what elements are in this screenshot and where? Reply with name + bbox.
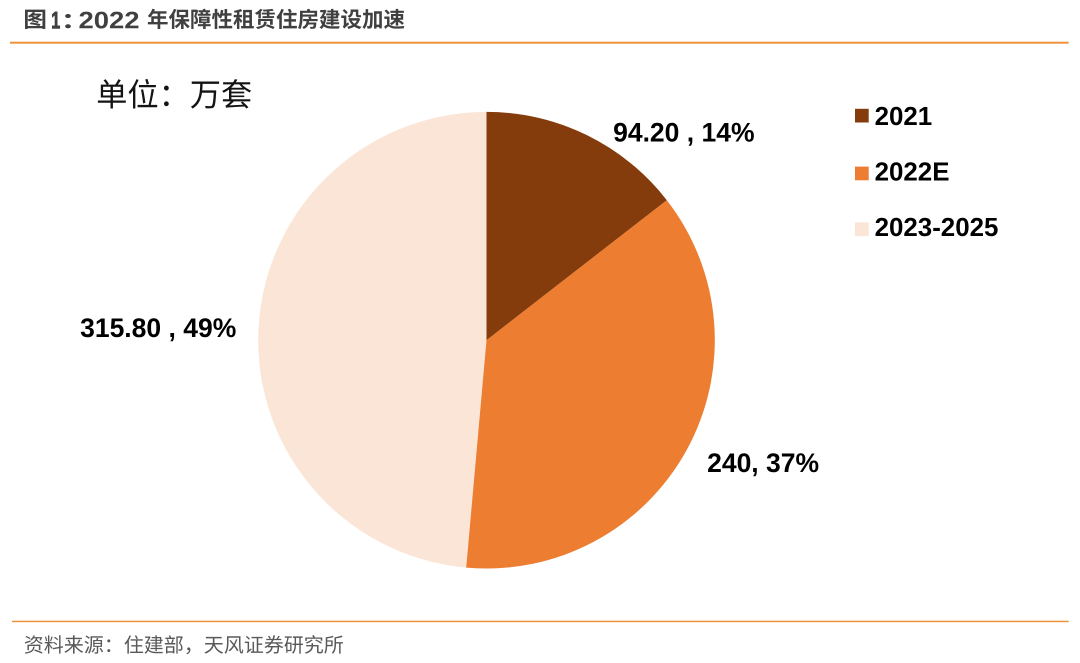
svg-text:94.20 , 14%: 94.20 , 14%: [613, 118, 754, 148]
svg-text:2023-2025: 2023-2025: [875, 214, 999, 242]
svg-text:240, 37%: 240, 37%: [707, 448, 819, 478]
svg-text:2022E: 2022E: [875, 158, 950, 186]
svg-text:315.80 , 49%: 315.80 , 49%: [80, 313, 236, 343]
svg-text:2021: 2021: [875, 103, 933, 131]
